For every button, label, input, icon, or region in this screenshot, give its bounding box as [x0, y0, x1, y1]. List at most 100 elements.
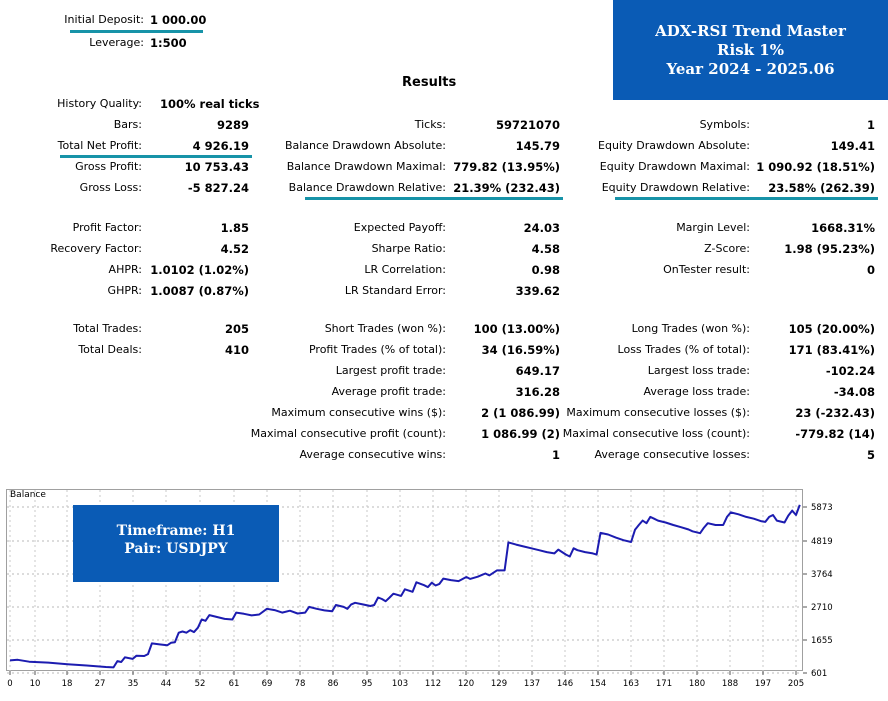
expected-payoff-value: 24.03 — [523, 221, 560, 235]
results-title: Results — [402, 75, 457, 90]
chart-x-tick-label: 35 — [128, 679, 139, 689]
chart-x-tick-label: 129 — [491, 679, 507, 689]
equity-drawdown-maximal-value: 1 090.92 (18.51%) — [756, 160, 875, 174]
average-loss-trade-label: Average loss trade: — [643, 385, 750, 398]
balance-drawdown-maximal-value: 779.82 (13.95%) — [453, 160, 560, 174]
gross-loss-value: -5 827.24 — [187, 181, 249, 195]
average-consecutive-wins-label: Average consecutive wins: — [299, 448, 446, 461]
chart-x-tick-label: 171 — [656, 679, 672, 689]
expected-payoff-label: Expected Payoff: — [353, 221, 446, 234]
total-deals-label: Total Deals: — [78, 343, 142, 356]
total-net-profit-value: 4 926.19 — [192, 139, 249, 153]
ghpr-label: GHPR: — [107, 284, 142, 297]
profit-factor-value: 1.85 — [220, 221, 249, 235]
chart-x-tick-label: 69 — [262, 679, 273, 689]
chart-x-tick-label: 61 — [229, 679, 240, 689]
initial-deposit-label: Initial Deposit: — [64, 13, 144, 26]
balance-drawdown-absolute-value: 145.79 — [515, 139, 560, 153]
balance-drawdown-maximal-label: Balance Drawdown Maximal: — [286, 160, 446, 173]
chart-x-tick-label: 103 — [392, 679, 408, 689]
sharpe-ratio-value: 4.58 — [531, 242, 560, 256]
equity-drawdown-absolute-label: Equity Drawdown Absolute: — [598, 139, 750, 152]
chart-x-tick-label: 146 — [557, 679, 573, 689]
chart-x-tick-label: 52 — [195, 679, 206, 689]
chart-x-tick-label: 112 — [425, 679, 441, 689]
balance-drawdown-absolute-label: Balance Drawdown Absolute: — [284, 139, 446, 152]
chart-y-tick-label: 5873 — [811, 503, 833, 513]
total-trades-value: 205 — [224, 322, 249, 336]
average-consecutive-wins-value: 1 — [551, 448, 560, 462]
average-consecutive-losses-value: 5 — [866, 448, 875, 462]
ghpr-value: 1.0087 (0.87%) — [150, 284, 249, 298]
balance-drawdown-relative-value: 21.39% (232.43) — [453, 181, 560, 195]
gross-profit-label: Gross Profit: — [75, 160, 142, 173]
z-score-value: 1.98 (95.23%) — [784, 242, 875, 256]
max-consecutive-losses-label: Maximum consecutive losses ($): — [566, 406, 750, 419]
gross-profit-value: 10 753.43 — [184, 160, 249, 174]
largest-profit-trade-label: Largest profit trade: — [335, 364, 446, 377]
chart-y-tick-label: 601 — [811, 669, 827, 679]
equity-drawdown-maximal-label: Equity Drawdown Maximal: — [599, 160, 750, 173]
chart-x-tick-label: 163 — [623, 679, 639, 689]
equity-drawdown-relative-underline — [615, 197, 878, 200]
banner-line-2: Risk 1% — [717, 41, 784, 59]
initial-deposit-underline — [70, 30, 203, 33]
chart-x-tick-label: 27 — [95, 679, 106, 689]
chart-y-tick-label: 2710 — [811, 603, 833, 613]
recovery-factor-value: 4.52 — [220, 242, 249, 256]
bars-label: Bars: — [113, 118, 142, 131]
largest-profit-trade-value: 649.17 — [515, 364, 560, 378]
chart-y-tick-label: 1655 — [811, 636, 833, 646]
average-consecutive-losses-label: Average consecutive losses: — [594, 448, 750, 461]
max-consecutive-wins-label: Maximum consecutive wins ($): — [271, 406, 446, 419]
strategy-banner: ADX-RSI Trend Master Risk 1% Year 2024 -… — [613, 0, 888, 100]
chart-x-tick-label: 18 — [62, 679, 73, 689]
z-score-label: Z-Score: — [704, 242, 750, 255]
profit-factor-label: Profit Factor: — [72, 221, 142, 234]
history-quality-value: 100% real ticks — [160, 97, 260, 111]
maximal-consecutive-profit-label: Maximal consecutive profit (count): — [250, 427, 446, 440]
recovery-factor-label: Recovery Factor: — [50, 242, 142, 255]
long-trades-label: Long Trades (won %): — [631, 322, 750, 335]
banner-line-3: Year 2024 - 2025.06 — [666, 60, 835, 78]
chart-y-tick-label: 4819 — [811, 537, 833, 547]
chart-x-tick-label: 188 — [722, 679, 738, 689]
chart-x-tick-label: 137 — [524, 679, 540, 689]
lr-standard-error-label: LR Standard Error: — [344, 284, 446, 297]
sharpe-ratio-label: Sharpe Ratio: — [371, 242, 446, 255]
lr-correlation-label: LR Correlation: — [364, 263, 446, 276]
leverage-label: Leverage: — [89, 36, 144, 49]
total-net-profit-label: Total Net Profit: — [57, 139, 142, 152]
bars-value: 9289 — [216, 118, 249, 132]
margin-level-label: Margin Level: — [676, 221, 750, 234]
equity-drawdown-relative-label: Equity Drawdown Relative: — [601, 181, 750, 194]
profit-trades-label: Profit Trades (% of total): — [308, 343, 446, 356]
total-deals-value: 410 — [224, 343, 249, 357]
ticks-value: 59721070 — [495, 118, 560, 132]
balance-drawdown-relative-underline — [305, 197, 563, 200]
chart-x-tick-label: 120 — [458, 679, 474, 689]
equity-drawdown-relative-value: 23.58% (262.39) — [768, 181, 875, 195]
gross-loss-label: Gross Loss: — [79, 181, 142, 194]
chart-y-tick-label: 3764 — [811, 570, 833, 580]
maximal-consecutive-loss-label: Maximal consecutive loss (count): — [562, 427, 750, 440]
chart-x-tick-label: 154 — [590, 679, 606, 689]
ontester-result-label: OnTester result: — [663, 263, 750, 276]
initial-deposit-value: 1 000.00 — [150, 13, 207, 27]
leverage-value: 1:500 — [150, 36, 187, 50]
chart-x-tick-label: 78 — [295, 679, 306, 689]
lr-correlation-value: 0.98 — [531, 263, 560, 277]
chart-x-tick-label: 10 — [30, 679, 41, 689]
short-trades-label: Short Trades (won %): — [324, 322, 446, 335]
lr-standard-error-value: 339.62 — [515, 284, 560, 298]
balance-chart-frame — [6, 489, 803, 671]
total-net-profit-underline — [60, 155, 252, 158]
symbols-label: Symbols: — [699, 118, 750, 131]
chart-x-tick-label: 205 — [788, 679, 804, 689]
average-profit-trade-value: 316.28 — [515, 385, 560, 399]
balance-drawdown-relative-label: Balance Drawdown Relative: — [288, 181, 446, 194]
margin-level-value: 1668.31% — [811, 221, 875, 235]
ontester-result-value: 0 — [866, 263, 875, 277]
chart-x-tick-label: 197 — [755, 679, 771, 689]
pair-text: Pair: USDJPY — [124, 541, 228, 557]
